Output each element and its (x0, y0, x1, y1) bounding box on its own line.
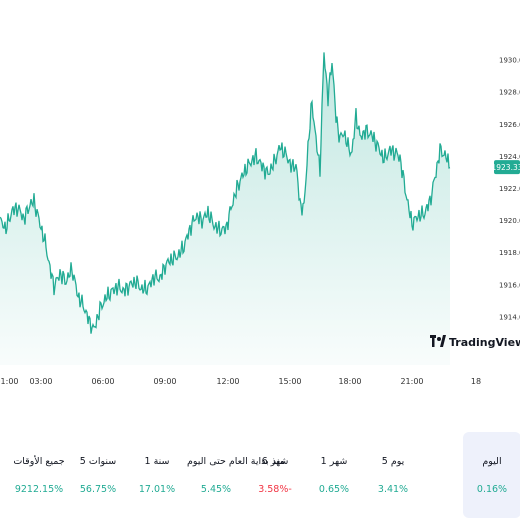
performance-period[interactable]: 1 سنة 17.01% (128, 432, 186, 518)
x-tick-label: 18:00 (338, 377, 361, 386)
y-tick-label: 1914.00 (499, 313, 520, 321)
performance-period-label: 6 شهر (261, 456, 289, 467)
x-tick-label: 03:00 (29, 377, 52, 386)
price-chart[interactable]: 01:00 03:00 06:00 09:00 12:00 15:00 18:00 21:00… (0, 0, 520, 395)
performance-period-value: 56.75% (79, 484, 117, 495)
performance-period[interactable]: 5 يوم 3.41% (364, 432, 422, 518)
performance-period[interactable]: اليوم 0.16% (463, 432, 520, 518)
x-tick-label: 18 (471, 377, 481, 386)
y-tick-label: 1924.00 (499, 153, 520, 161)
y-tick-label: 1916.00 (499, 281, 520, 289)
y-tick-label: 1930.00 (499, 57, 520, 65)
x-tick-label: 15:00 (278, 377, 301, 386)
x-axis-ticks: 01:00 03:00 06:00 09:00 12:00 15:00 18:00 21:00… (0, 377, 481, 386)
performance-period[interactable]: 6 شهر 3.58%- (246, 432, 304, 518)
y-tick-label: 1922.00 (499, 185, 520, 193)
last-price-tag: 1923.33 (491, 160, 520, 175)
last-price-label: 1923.33 (491, 163, 520, 172)
y-tick-label: 1920.00 (499, 217, 520, 225)
performance-period-value: 5.45% (200, 484, 232, 495)
performance-period-label: 1 شهر (320, 456, 348, 467)
performance-period-value: 9212.15% (14, 484, 64, 495)
x-tick-label: 09:00 (153, 377, 176, 386)
tradingview-logo[interactable]: TradingView (430, 335, 520, 349)
tradingview-logo-text: TradingView (449, 336, 520, 349)
performance-period-value: 3.58%- (258, 484, 292, 495)
performance-period-label: 1 سنة (144, 456, 170, 467)
performance-period-value: 0.65% (318, 484, 350, 495)
y-tick-label: 1926.00 (499, 121, 520, 129)
performance-strip: جميع الأوقات 9212.15% 5 سنوات 56.75% 1 سنة 17… (0, 432, 520, 520)
performance-period[interactable]: 5 سنوات 56.75% (69, 432, 127, 518)
y-axis-ticks: 1930.00 1928.00 1926.00 1924.00 1922.00 1920.… (499, 57, 520, 322)
performance-period[interactable]: 1 شهر 0.65% (305, 432, 363, 518)
performance-period-value: 3.41% (377, 484, 409, 495)
price-line (0, 52, 451, 334)
performance-period-label: اليوم (482, 456, 502, 467)
price-area (0, 52, 450, 366)
performance-period-value: 0.16% (476, 484, 508, 495)
y-tick-label: 1918.00 (499, 249, 520, 257)
performance-period-value: 17.01% (138, 484, 176, 495)
x-tick-label: 01:00 (0, 377, 19, 386)
performance-period-label: 5 سنوات (79, 456, 117, 467)
x-tick-label: 12:00 (216, 377, 239, 386)
performance-period[interactable]: منذ بداية العام حتى اليوم 5.45% (187, 432, 285, 518)
performance-period-label: جميع الأوقات (13, 456, 65, 467)
x-tick-label: 06:00 (91, 377, 114, 386)
x-tick-label: 21:00 (400, 377, 423, 386)
y-tick-label: 1928.00 (499, 89, 520, 97)
price-chart-svg[interactable]: 01:00 03:00 06:00 09:00 12:00 15:00 18:00 21:00… (0, 0, 520, 395)
tradingview-logo-icon (430, 335, 446, 347)
performance-period[interactable]: جميع الأوقات 9212.15% (10, 432, 68, 518)
performance-period-label: 5 يوم (381, 456, 405, 467)
performance-period-label: منذ بداية العام حتى اليوم (187, 456, 285, 467)
